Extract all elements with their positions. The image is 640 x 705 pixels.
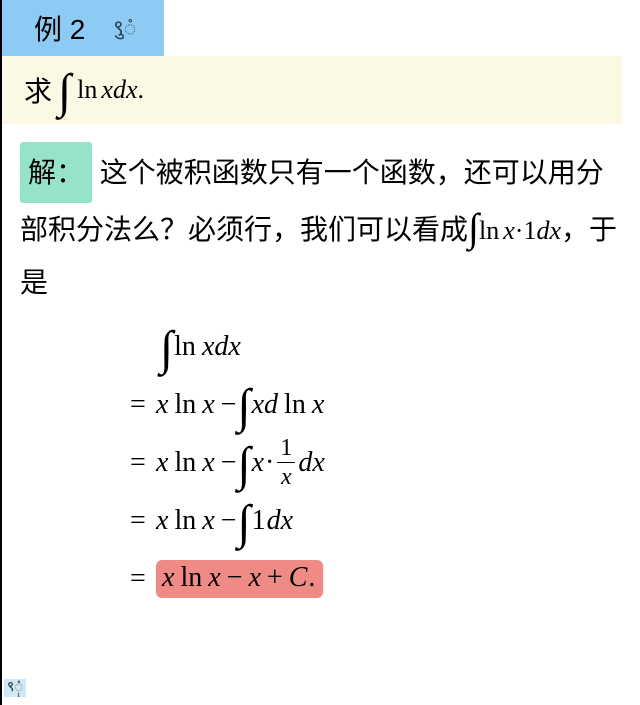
minus: − bbox=[221, 505, 237, 537]
minus: − bbox=[221, 447, 237, 479]
x: x bbox=[312, 389, 324, 421]
x: x bbox=[202, 447, 214, 479]
derivation-line-5: = x ln x − x + C. bbox=[130, 550, 622, 608]
equals-sign: = bbox=[130, 389, 156, 421]
dx: dx bbox=[298, 447, 324, 479]
constant-c: C bbox=[289, 562, 308, 594]
denominator: x bbox=[281, 463, 292, 489]
dx: dx bbox=[267, 505, 293, 537]
equals-sign: = bbox=[130, 447, 156, 479]
xd: xd bbox=[252, 389, 278, 421]
ln: ln bbox=[174, 447, 196, 479]
example-header: 例 2 ९ुံ bbox=[2, 0, 164, 56]
line1-content: ∫ ln xdx bbox=[160, 331, 241, 363]
x: x bbox=[162, 562, 174, 594]
x: x bbox=[252, 447, 264, 479]
final-answer-highlight: x ln x − x + C. bbox=[156, 560, 323, 598]
problem-integrand: lnxdx. bbox=[77, 75, 144, 105]
xdx-text: xdx bbox=[202, 331, 241, 363]
derivation-line-1: ∫ ln xdx bbox=[130, 318, 622, 376]
period: . bbox=[308, 562, 315, 594]
header-decor-glyph: ९ुံ bbox=[113, 18, 136, 38]
derivation-line-3: = x ln x − ∫ x · 1 x dx bbox=[130, 434, 622, 492]
line4-content: x ln x − ∫ 1dx bbox=[156, 505, 293, 537]
dot: · bbox=[265, 447, 274, 479]
derivation-line-2: = x ln x − ∫ xd ln x bbox=[130, 376, 622, 434]
problem-prefix: 求 bbox=[24, 70, 52, 110]
ln: ln bbox=[174, 389, 196, 421]
one: 1 bbox=[252, 505, 266, 537]
dx-text: dx bbox=[536, 216, 561, 245]
solution-label: 解： bbox=[20, 142, 92, 203]
footer-decor-glyph: ९ုံ bbox=[4, 679, 26, 697]
fraction: 1 x bbox=[277, 436, 295, 489]
equals-sign: = bbox=[130, 505, 156, 537]
line3-content: x ln x − ∫ x · 1 x dx bbox=[156, 436, 325, 489]
x: x bbox=[156, 505, 168, 537]
numerator: 1 bbox=[277, 436, 295, 463]
xdx-text: xdx bbox=[101, 75, 137, 104]
solution-body: 解： 这个被积函数只有一个函数，还可以用分部积分法么？必须行，我们可以看成∫ln… bbox=[20, 142, 622, 310]
problem-period: . bbox=[138, 75, 145, 104]
x: x bbox=[156, 447, 168, 479]
ln-text: ln bbox=[479, 216, 499, 245]
plus: + bbox=[267, 562, 283, 594]
x: x bbox=[156, 389, 168, 421]
ln-text: ln bbox=[77, 75, 97, 104]
x: x bbox=[248, 562, 260, 594]
ln: ln bbox=[284, 389, 306, 421]
x: x bbox=[208, 562, 220, 594]
page: 例 2 ९ुံ 求 ∫ lnxdx. 解： 这个被积函数只有一个函数，还可以用分… bbox=[0, 0, 640, 705]
inline-integral: ∫lnx·1dx bbox=[468, 216, 561, 245]
ln: ln bbox=[174, 505, 196, 537]
ln: ln bbox=[180, 562, 202, 594]
minus: − bbox=[221, 389, 237, 421]
line2-content: x ln x − ∫ xd ln x bbox=[156, 389, 324, 421]
problem-statement: 求 ∫ lnxdx. bbox=[2, 56, 622, 124]
x: x bbox=[202, 505, 214, 537]
x-text: x bbox=[503, 216, 515, 245]
derivation-block: ∫ ln xdx = x ln x − ∫ xd ln x = x ln bbox=[20, 318, 622, 608]
ln-text: ln bbox=[174, 331, 196, 363]
one-text: 1 bbox=[523, 216, 536, 245]
derivation-line-4: = x ln x − ∫ 1dx bbox=[130, 492, 622, 550]
minus: − bbox=[227, 562, 243, 594]
example-label: 例 2 bbox=[34, 8, 85, 48]
x: x bbox=[202, 389, 214, 421]
equals-sign: = bbox=[130, 563, 156, 595]
